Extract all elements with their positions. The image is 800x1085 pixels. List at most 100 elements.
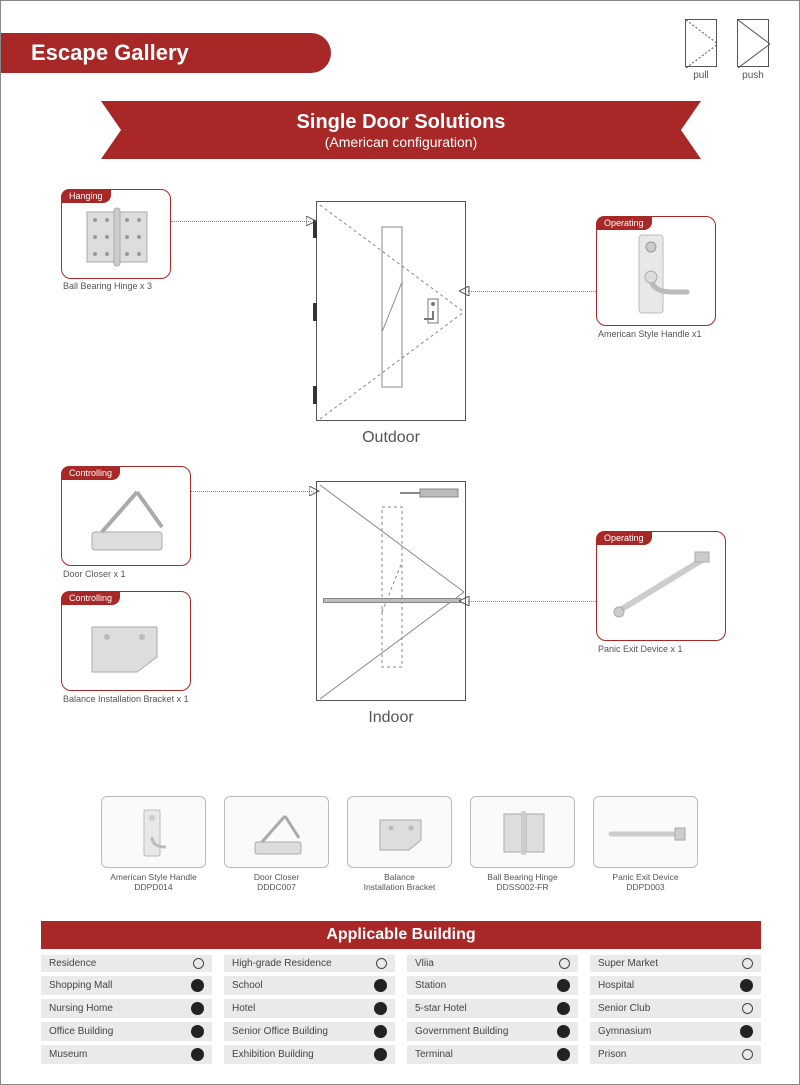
filled-circle-icon: [374, 1025, 387, 1038]
operating2-label: Panic Exit Device x 1: [598, 644, 738, 654]
filled-circle-icon: [374, 979, 387, 992]
table-cell: Gymnasium: [590, 1022, 761, 1041]
product-item: Panic Exit Device DDPD003: [593, 796, 698, 892]
controlling1-card: Controlling: [61, 466, 191, 566]
empty-circle-icon: [742, 1049, 753, 1060]
header-band: Escape Gallery: [1, 33, 331, 73]
building-name: Super Market: [598, 958, 658, 969]
filled-circle-icon: [191, 1002, 204, 1015]
building-name: Vliia: [415, 958, 434, 969]
table-cell: Exhibition Building: [224, 1045, 395, 1064]
handle-icon: [597, 217, 717, 327]
hanging-tag: Hanging: [61, 189, 111, 203]
push-door-icon: push: [737, 19, 769, 81]
product-item: Door Closer DDDC007: [224, 796, 329, 892]
product-code: DDPD014: [101, 882, 206, 892]
header-title: Escape Gallery: [31, 40, 189, 66]
empty-circle-icon: [193, 958, 204, 969]
filled-circle-icon: [374, 1002, 387, 1015]
building-name: Terminal: [415, 1049, 453, 1060]
building-name: Exhibition Building: [232, 1049, 314, 1060]
product-item: Balance Installation Bracket: [347, 796, 452, 892]
table-cell: Terminal: [407, 1045, 578, 1064]
table-cell: School: [224, 976, 395, 995]
table-cell: Senior Office Building: [224, 1022, 395, 1041]
table-cell: High-grade Residence: [224, 955, 395, 972]
building-name: High-grade Residence: [232, 958, 332, 969]
building-name: Hotel: [232, 1003, 255, 1014]
controlling2-tag: Controlling: [61, 591, 120, 605]
filled-circle-icon: [191, 1048, 204, 1061]
title-ribbon: Single Door Solutions (American configur…: [121, 101, 681, 159]
building-name: School: [232, 980, 263, 991]
table-cell: Hotel: [224, 999, 395, 1018]
table-grid: Residence High-grade Residence Vliia Super …: [41, 955, 761, 1064]
building-name: Hospital: [598, 980, 634, 991]
filled-circle-icon: [191, 979, 204, 992]
hanging-card: Hanging: [61, 189, 171, 279]
outdoor-door: [316, 201, 466, 421]
push-label: push: [737, 70, 769, 81]
table-cell: Government Building: [407, 1022, 578, 1041]
table-cell: Super Market: [590, 955, 761, 972]
table-cell: Station: [407, 976, 578, 995]
table-cell: Residence: [41, 955, 212, 972]
product-item: Ball Bearing Hinge DDSS002-FR: [470, 796, 575, 892]
operating1-card: Operating: [596, 216, 716, 326]
filled-circle-icon: [557, 1048, 570, 1061]
door-type-icons: pull push: [685, 19, 769, 81]
product-item: American Style Handle DDPD014: [101, 796, 206, 892]
pull-label: pull: [685, 70, 717, 81]
filled-circle-icon: [191, 1025, 204, 1038]
building-name: 5-star Hotel: [415, 1003, 467, 1014]
building-name: Nursing Home: [49, 1003, 113, 1014]
empty-circle-icon: [559, 958, 570, 969]
building-name: Residence: [49, 958, 96, 969]
building-name: Senior Office Building: [232, 1026, 328, 1037]
product-row: American Style Handle DDPD014 Door Close…: [101, 796, 698, 892]
controlling1-tag: Controlling: [61, 466, 120, 480]
table-cell: Prison: [590, 1045, 761, 1064]
filled-circle-icon: [557, 1002, 570, 1015]
product-code: DDPD003: [593, 882, 698, 892]
building-name: Museum: [49, 1049, 87, 1060]
table-cell: Vliia: [407, 955, 578, 972]
product-name: Ball Bearing Hinge: [470, 872, 575, 882]
applicable-building-section: Applicable Building Residence High-grade …: [41, 921, 761, 1064]
operating2-card: Operating: [596, 531, 726, 641]
operating1-label: American Style Handle x1: [598, 329, 738, 339]
building-name: Gymnasium: [598, 1026, 651, 1037]
product-name: Panic Exit Device: [593, 872, 698, 882]
table-cell: Nursing Home: [41, 999, 212, 1018]
door-handle-icon: [420, 297, 450, 327]
panic-device-icon: [597, 532, 727, 642]
empty-circle-icon: [742, 1003, 753, 1014]
outdoor-label: Outdoor: [362, 429, 420, 447]
bracket-icon: [62, 592, 192, 692]
empty-circle-icon: [376, 958, 387, 969]
filled-circle-icon: [740, 979, 753, 992]
operating1-tag: Operating: [596, 216, 652, 230]
table-cell: Senior Club: [590, 999, 761, 1018]
ribbon-title: Single Door Solutions: [297, 111, 506, 134]
building-name: Prison: [598, 1049, 626, 1060]
filled-circle-icon: [557, 979, 570, 992]
hanging-label: Ball Bearing Hinge x 3: [63, 281, 203, 291]
empty-circle-icon: [742, 958, 753, 969]
product-name: Door Closer: [224, 872, 329, 882]
ribbon-subtitle: (American configuration): [325, 134, 478, 150]
table-header: Applicable Building: [41, 921, 761, 949]
indoor-door: [316, 481, 466, 701]
closer-icon: [62, 467, 192, 567]
table-cell: 5-star Hotel: [407, 999, 578, 1018]
building-name: Office Building: [49, 1026, 113, 1037]
filled-circle-icon: [374, 1048, 387, 1061]
table-cell: Office Building: [41, 1022, 212, 1041]
building-name: Shopping Mall: [49, 980, 112, 991]
product-code: DDDC007: [224, 882, 329, 892]
controlling1-label: Door Closer x 1: [63, 569, 203, 579]
filled-circle-icon: [740, 1025, 753, 1038]
product-name: Balance Installation Bracket: [347, 872, 452, 892]
indoor-label: Indoor: [368, 709, 413, 727]
building-name: Station: [415, 980, 446, 991]
